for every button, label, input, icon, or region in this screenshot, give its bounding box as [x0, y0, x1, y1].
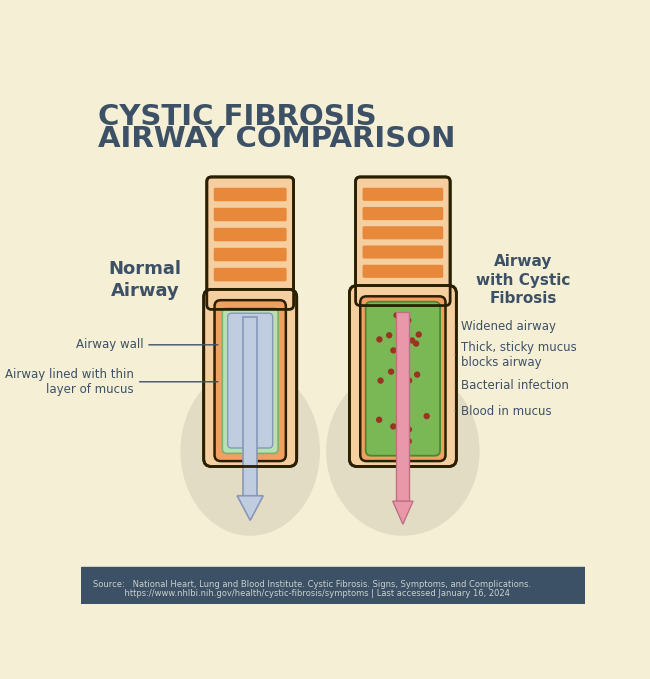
FancyBboxPatch shape — [363, 265, 443, 278]
Text: AIRWAY COMPARISON: AIRWAY COMPARISON — [98, 125, 456, 153]
Text: Airway wall: Airway wall — [75, 338, 218, 351]
FancyBboxPatch shape — [207, 177, 294, 310]
Bar — [243, 317, 257, 496]
Circle shape — [389, 369, 394, 374]
FancyBboxPatch shape — [356, 177, 450, 306]
Bar — [81, 566, 585, 604]
Text: CYSTIC FIBROSIS: CYSTIC FIBROSIS — [98, 103, 377, 131]
Text: Thick, sticky mucus
blocks airway: Thick, sticky mucus blocks airway — [455, 341, 577, 369]
Polygon shape — [237, 496, 263, 520]
FancyBboxPatch shape — [363, 226, 443, 239]
Circle shape — [416, 332, 421, 337]
Circle shape — [387, 333, 392, 337]
Circle shape — [378, 378, 383, 383]
Text: https://www.nhlbi.nih.gov/health/cystic-fibrosis/symptoms | Last accessed Januar: https://www.nhlbi.nih.gov/health/cystic-… — [93, 589, 510, 598]
Circle shape — [410, 338, 415, 343]
FancyBboxPatch shape — [363, 207, 443, 220]
FancyBboxPatch shape — [214, 208, 287, 221]
FancyBboxPatch shape — [214, 248, 287, 261]
Circle shape — [400, 344, 405, 349]
Circle shape — [377, 337, 382, 342]
FancyBboxPatch shape — [214, 268, 287, 281]
Bar — [213, 293, 287, 309]
FancyBboxPatch shape — [214, 187, 287, 201]
Circle shape — [407, 378, 411, 383]
FancyBboxPatch shape — [203, 289, 296, 466]
FancyBboxPatch shape — [363, 187, 443, 201]
Text: Airway lined with thin
layer of mucus: Airway lined with thin layer of mucus — [5, 368, 218, 396]
FancyBboxPatch shape — [366, 301, 440, 456]
Circle shape — [391, 348, 396, 353]
Circle shape — [398, 430, 404, 435]
Circle shape — [424, 414, 429, 418]
Circle shape — [391, 424, 396, 429]
Bar — [396, 312, 410, 501]
FancyBboxPatch shape — [360, 296, 445, 461]
Text: Blood in mucus: Blood in mucus — [455, 405, 552, 418]
Bar — [359, 289, 447, 305]
Circle shape — [400, 383, 406, 388]
Circle shape — [376, 418, 382, 422]
FancyBboxPatch shape — [227, 313, 273, 448]
Text: Source:   National Heart, Lung and Blood Institute. Cystic Fibrosis. Signs, Symp: Source: National Heart, Lung and Blood I… — [93, 580, 531, 589]
FancyBboxPatch shape — [214, 300, 286, 461]
Ellipse shape — [181, 367, 320, 536]
Ellipse shape — [326, 367, 480, 536]
Text: Bacterial infection: Bacterial infection — [455, 379, 569, 392]
Text: Airway
with Cystic
Fibrosis: Airway with Cystic Fibrosis — [476, 254, 570, 306]
Circle shape — [406, 318, 411, 323]
Text: Normal
Airway: Normal Airway — [109, 260, 181, 300]
Polygon shape — [393, 501, 413, 524]
Text: Widened airway: Widened airway — [455, 320, 556, 333]
FancyBboxPatch shape — [222, 308, 278, 454]
Circle shape — [413, 341, 419, 346]
Circle shape — [415, 372, 420, 377]
Circle shape — [394, 313, 399, 318]
Circle shape — [406, 427, 411, 432]
Circle shape — [406, 439, 411, 443]
FancyBboxPatch shape — [363, 246, 443, 259]
FancyBboxPatch shape — [214, 227, 287, 241]
FancyBboxPatch shape — [350, 286, 456, 466]
